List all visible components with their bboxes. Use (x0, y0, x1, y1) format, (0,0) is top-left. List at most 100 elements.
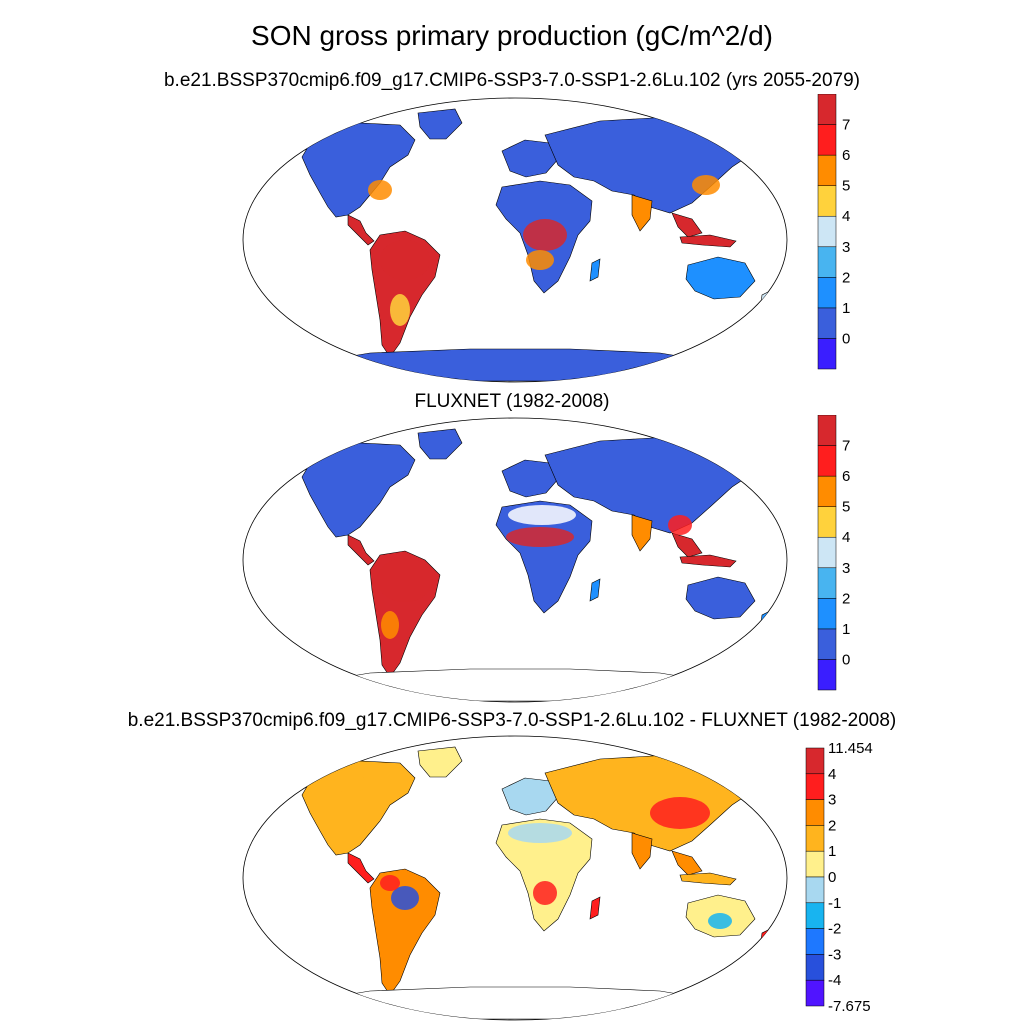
landmass-antarctica (309, 986, 722, 1020)
landmass-madagascar (589, 578, 601, 602)
colorbar-segment (805, 928, 825, 955)
landmass-seAsia (671, 532, 703, 558)
colorbar-segment (817, 445, 837, 477)
region-china-positive (650, 797, 710, 829)
colorbar-tick-label: 3 (842, 239, 850, 256)
colorbar-segment (805, 747, 825, 775)
colorbar-segment (805, 799, 825, 826)
panel-3-subtitle: b.e21.BSSP370cmip6.f09_g17.CMIP6-SSP3-7.… (127, 710, 897, 731)
map-panel-fluxnet (242, 417, 788, 703)
landmass-india (631, 194, 653, 232)
colorbar-difference: 11.454 4 3 2 1 0 -1 -2 -3 -4 -7.675 (805, 740, 873, 1015)
landmass-europe (501, 459, 561, 498)
colorbar-segment (805, 850, 825, 878)
colorbar-tick-label: 1 (842, 300, 850, 317)
region-sahara-near-zero (508, 823, 572, 843)
region-southern-africa-moderate-gpp (526, 250, 554, 270)
colorbar-tick-label: 1 (842, 621, 850, 638)
colorbar-tick-label: 0 (842, 330, 850, 347)
landmass-antarctica (309, 668, 722, 702)
region-se-asia-moderate-gpp (668, 515, 692, 535)
landmass-india (631, 832, 653, 870)
landmass-madagascar (589, 896, 601, 920)
colorbar-segment (805, 825, 825, 852)
region-canada-positive (334, 773, 366, 793)
region-congo-high-gpp (523, 219, 567, 251)
colorbar-segment (817, 628, 837, 660)
landmass-southAmerica (369, 868, 441, 996)
main-title: SON gross primary production (gC/m^2/d) (251, 20, 773, 51)
landmass-greenland (417, 746, 463, 778)
colorbar-segment (805, 773, 825, 800)
colorbar-segment (805, 902, 825, 929)
colorbar-tick-label: 1 (828, 843, 836, 860)
colorbar-segment (817, 185, 837, 217)
colorbar-segment (817, 506, 837, 538)
colorbar-tick-label: 6 (842, 147, 850, 164)
landmass-northAmerica (301, 122, 416, 218)
landmass-maritime (679, 872, 737, 886)
colorbar-segment (817, 415, 837, 446)
colorbar-segment (817, 307, 837, 339)
region-sahara-no-data (508, 505, 576, 525)
region-sahel-high-gpp (506, 527, 574, 547)
colorbar-segment (805, 954, 825, 981)
landmass-northAmerica (301, 442, 416, 538)
colorbar-tick-label: 3 (842, 560, 850, 577)
colorbar-segment (817, 567, 837, 599)
landmass-greenland (417, 428, 463, 460)
colorbar-tick-label: 2 (842, 269, 850, 286)
colorbar-segment (817, 215, 837, 248)
colorbar-tick-label: 7 (842, 117, 850, 134)
region-amazon-high-gpp (380, 240, 430, 280)
landmass-seAsia (671, 850, 703, 876)
landmass-europe (501, 777, 561, 816)
colorbar-tick-label: 5 (842, 178, 850, 195)
region-argentina-moderate-gpp (390, 294, 410, 326)
colorbar-tick-label: 2 (842, 590, 850, 607)
colorbar-fluxnet: 0 1 2 3 4 5 6 7 (817, 415, 850, 691)
landmass-maritime (679, 234, 737, 248)
landmass-northAmerica (301, 760, 416, 856)
colorbar-segment (805, 979, 825, 1007)
landmass-antarctica (309, 348, 722, 382)
colorbar-tick-label: 11.454 (828, 740, 873, 757)
colorbar-segment (817, 475, 837, 507)
region-amazon-high-gpp (377, 558, 433, 602)
colorbar-segment (817, 277, 837, 309)
colorbar-tick-label: -4 (828, 972, 841, 989)
landmass-australia (685, 256, 756, 300)
region-east-china-moderate-gpp (692, 175, 720, 195)
colorbar-tick-label: 4 (842, 208, 850, 225)
map-panel-difference (242, 735, 788, 1021)
region-argentina-moderate-gpp (381, 611, 399, 639)
colorbar-tick-label: -3 (828, 946, 841, 963)
landmass-madagascar (589, 258, 601, 282)
colorbar-segment (817, 338, 837, 370)
region-amazon-strong-negative (391, 886, 419, 910)
colorbar-model: 0 1 2 3 4 5 6 7 (817, 94, 850, 370)
landmass-seAsia (671, 212, 703, 238)
landmass-india (631, 514, 653, 552)
colorbar-tick-label: -2 (828, 921, 841, 938)
colorbar-segment (817, 246, 837, 278)
landmass-centralAmerica (347, 852, 375, 884)
colorbar-tick-label: -1 (828, 895, 841, 912)
landmass-centralAmerica (347, 534, 375, 566)
colorbar-tick-label: 4 (828, 766, 836, 783)
colorbar-segment (817, 124, 837, 156)
colorbar-segment (817, 94, 837, 125)
region-se-us-moderate-gpp (368, 180, 392, 200)
panel-2-subtitle: FLUXNET (1982-2008) (414, 391, 610, 412)
landmass-africa (495, 818, 593, 932)
colorbar-segment (817, 536, 837, 569)
colorbar-tick-label: 2 (828, 817, 836, 834)
colorbar-segment (817, 659, 837, 691)
landmass-centralAmerica (347, 214, 375, 246)
colorbar-segment (805, 876, 825, 904)
colorbar-tick-label: 6 (842, 468, 850, 485)
map-panel-model (242, 97, 788, 383)
region-australia-slight-negative (708, 913, 732, 929)
landmass-maritime (679, 554, 737, 568)
colorbar-tick-label: 3 (828, 792, 836, 809)
